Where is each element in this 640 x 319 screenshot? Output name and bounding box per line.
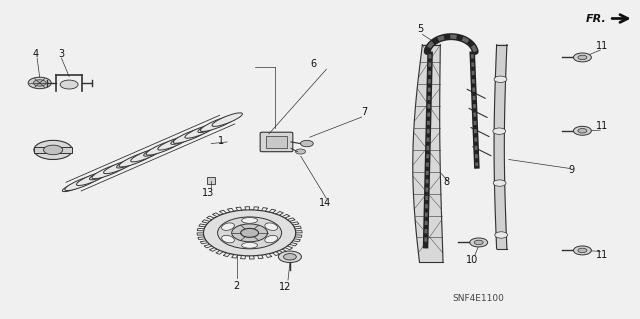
Text: 11: 11 bbox=[595, 41, 608, 51]
Circle shape bbox=[493, 180, 506, 186]
Text: FR.: FR. bbox=[586, 13, 607, 24]
Ellipse shape bbox=[119, 151, 155, 167]
Ellipse shape bbox=[242, 242, 258, 248]
Text: 7: 7 bbox=[362, 107, 368, 117]
Text: 4: 4 bbox=[32, 48, 38, 59]
Ellipse shape bbox=[116, 158, 139, 168]
Circle shape bbox=[44, 145, 63, 155]
Circle shape bbox=[284, 254, 296, 260]
Ellipse shape bbox=[62, 182, 85, 192]
Circle shape bbox=[495, 232, 508, 238]
Text: 5: 5 bbox=[417, 24, 423, 34]
Text: 1: 1 bbox=[218, 136, 224, 146]
Text: 14: 14 bbox=[319, 197, 332, 208]
Circle shape bbox=[578, 55, 587, 60]
FancyBboxPatch shape bbox=[260, 132, 292, 152]
Text: 2: 2 bbox=[234, 280, 240, 291]
Ellipse shape bbox=[212, 113, 243, 126]
Text: 13: 13 bbox=[202, 188, 214, 198]
Circle shape bbox=[573, 246, 591, 255]
Circle shape bbox=[33, 80, 46, 86]
Circle shape bbox=[241, 228, 259, 237]
Circle shape bbox=[573, 53, 591, 62]
Text: 11: 11 bbox=[595, 121, 608, 131]
Bar bbox=[266, 136, 287, 148]
Ellipse shape bbox=[200, 116, 236, 131]
Circle shape bbox=[278, 251, 301, 263]
Ellipse shape bbox=[265, 223, 278, 230]
Text: 11: 11 bbox=[595, 250, 608, 260]
Ellipse shape bbox=[146, 139, 182, 155]
Text: SNF4E1100: SNF4E1100 bbox=[452, 294, 505, 303]
Circle shape bbox=[28, 77, 51, 89]
Bar bbox=[207, 177, 215, 184]
Ellipse shape bbox=[221, 223, 234, 230]
Polygon shape bbox=[413, 45, 443, 262]
Circle shape bbox=[218, 217, 282, 249]
Ellipse shape bbox=[221, 235, 234, 243]
Circle shape bbox=[204, 210, 296, 256]
Ellipse shape bbox=[143, 146, 166, 156]
Bar bbox=[34, 147, 72, 153]
Ellipse shape bbox=[92, 163, 127, 179]
Ellipse shape bbox=[265, 235, 278, 243]
Text: 10: 10 bbox=[466, 255, 479, 265]
Circle shape bbox=[573, 126, 591, 135]
Ellipse shape bbox=[185, 125, 215, 138]
Ellipse shape bbox=[104, 160, 134, 174]
Text: 9: 9 bbox=[568, 165, 575, 175]
Circle shape bbox=[34, 140, 72, 160]
Circle shape bbox=[296, 149, 306, 154]
Ellipse shape bbox=[242, 218, 258, 223]
Circle shape bbox=[470, 238, 488, 247]
Text: 3: 3 bbox=[58, 48, 65, 59]
Ellipse shape bbox=[171, 134, 193, 145]
Circle shape bbox=[232, 224, 268, 242]
Text: 8: 8 bbox=[443, 177, 449, 188]
Text: 6: 6 bbox=[310, 59, 317, 69]
Text: 12: 12 bbox=[278, 282, 291, 292]
Circle shape bbox=[60, 80, 78, 89]
Ellipse shape bbox=[65, 175, 100, 190]
Ellipse shape bbox=[198, 122, 220, 132]
Ellipse shape bbox=[158, 137, 188, 150]
Circle shape bbox=[494, 76, 507, 82]
Polygon shape bbox=[494, 45, 507, 249]
Circle shape bbox=[578, 248, 587, 253]
Ellipse shape bbox=[76, 172, 107, 186]
Circle shape bbox=[493, 128, 506, 134]
Ellipse shape bbox=[173, 128, 209, 143]
Circle shape bbox=[474, 240, 483, 245]
Ellipse shape bbox=[131, 148, 161, 162]
Circle shape bbox=[578, 129, 587, 133]
Ellipse shape bbox=[90, 170, 112, 180]
Circle shape bbox=[301, 140, 314, 147]
